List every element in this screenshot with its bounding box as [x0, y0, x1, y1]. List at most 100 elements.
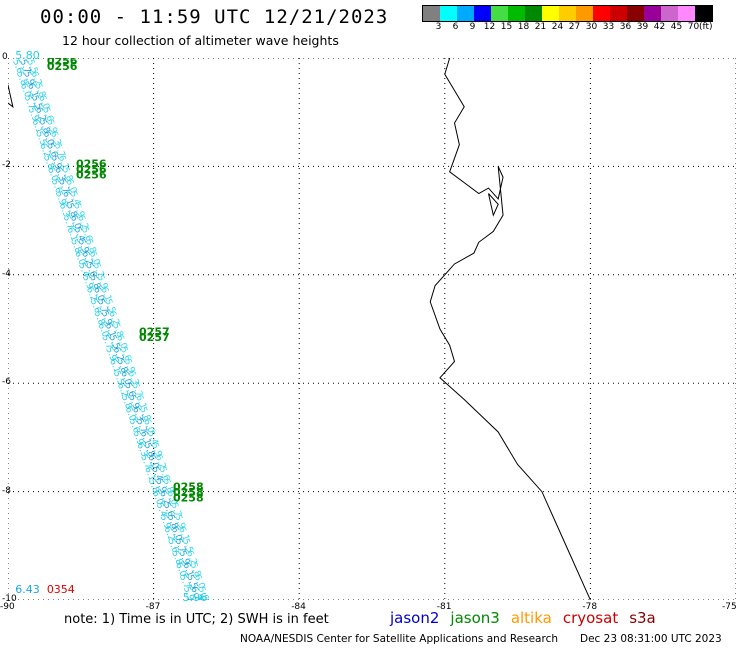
coastline — [429, 58, 591, 600]
color-scale-label: 24 — [551, 22, 564, 32]
color-scale-label: 36 — [619, 22, 632, 32]
time-label: 0258 — [173, 491, 204, 504]
swh-value: 6.1 — [56, 154, 71, 171]
color-swatch — [491, 6, 508, 21]
swh-value: 6.3 — [130, 406, 145, 423]
swh-value: 6.2 — [111, 346, 126, 363]
credit-date: Dec 23 08:31:00 UTC 2023 — [580, 633, 722, 645]
time-label: 0258 — [173, 481, 204, 494]
coastline-island — [487, 193, 499, 217]
legend-item-s3a: s3a — [629, 609, 656, 627]
swh-value: 5.7 — [173, 537, 188, 554]
page-title: 00:00 - 11:59 UTC 12/21/2023 — [40, 6, 389, 28]
swh-value: 5.5 — [180, 537, 195, 554]
color-scale-label: 15 — [500, 22, 513, 32]
swh-value: 6.2 — [37, 142, 52, 159]
color-swatch — [440, 6, 457, 21]
swh-value: 6.3 — [57, 202, 72, 219]
swh-value: 5.7 — [134, 418, 149, 435]
legend-item-cryosat: cryosat — [562, 609, 619, 627]
footer-note: note: 1) Time is in UTC; 2) SWH is in fe… — [64, 612, 329, 627]
color-swatch — [610, 6, 627, 21]
swh-value: 6.3 — [52, 166, 67, 183]
color-scale-label: 45 — [670, 22, 683, 32]
longitude-tick-label: -87 — [145, 602, 161, 612]
color-swatch — [559, 6, 576, 21]
color-swatch — [661, 6, 678, 21]
corner-value-label: 0354 — [46, 582, 75, 596]
time-label: 0256 — [47, 58, 78, 68]
corner-value-label: 6.43 — [15, 582, 40, 596]
swh-value: 6.2 — [84, 286, 99, 303]
swh-value: 5.7 — [52, 142, 67, 159]
swh-value: 5.7 — [138, 454, 153, 471]
swh-value: 6.1 — [133, 394, 148, 411]
color-swatch — [542, 6, 559, 21]
latitude-tick-label: -4 — [2, 268, 11, 279]
color-scale-label: 33 — [602, 22, 615, 32]
legend-item-jason3: jason3 — [450, 609, 500, 627]
color-swatch — [525, 6, 542, 21]
swh-value: 6.1 — [185, 597, 200, 600]
time-label: 0256 — [76, 168, 107, 181]
swh-value: 5.7 — [129, 382, 144, 399]
time-label: 0255 — [47, 58, 78, 62]
color-scale-unit: (ft) — [699, 22, 713, 32]
swh-value: 5.9 — [181, 585, 196, 600]
time-label: 0258 — [173, 486, 204, 499]
swh-value: 6.1 — [64, 226, 79, 243]
color-scale-label: 9 — [469, 22, 476, 32]
color-scale-label: 12 — [483, 22, 496, 32]
color-swatch — [593, 6, 610, 21]
color-scale-bar — [422, 5, 713, 22]
color-scale-label: 6 — [452, 22, 459, 32]
swh-value: 6.2 — [29, 70, 44, 87]
swh-value: 5.7 — [177, 573, 192, 590]
color-scale-label: 30 — [585, 22, 598, 32]
color-swatch — [423, 6, 440, 21]
swh-value: 6.2 — [33, 106, 48, 123]
longitude-tick-label: -81 — [436, 602, 452, 612]
swh-value: 6.2 — [75, 214, 90, 231]
swh-value: 6.3 — [126, 370, 141, 387]
corner-value-label: 5.80 — [15, 49, 40, 62]
color-swatch — [474, 6, 491, 21]
swh-value: 6.2 — [157, 490, 172, 507]
latitude-tick-label: -8 — [2, 485, 11, 496]
swh-value: 5.7 — [56, 178, 71, 195]
swh-value: 5.7 — [22, 94, 37, 111]
swh-value: 5.6 — [195, 585, 210, 600]
credit-text: NOAA/NESDIS Center for Satellite Applica… — [240, 633, 558, 645]
swh-value: 5.5 — [107, 334, 122, 351]
swh-value: 5.5 — [111, 370, 126, 387]
swh-value: 5.7 — [168, 502, 183, 519]
longitude-tick-label: -90 — [0, 602, 15, 612]
swh-value: 6.1 — [60, 190, 75, 207]
swh-value: 6.3 — [48, 130, 63, 147]
corner-value-label: 5.96 — [182, 591, 208, 604]
swh-value: 6.1 — [103, 322, 118, 339]
galapagos-island — [8, 84, 14, 108]
swh-value: 5.7 — [17, 58, 32, 75]
latitude-tick-label: -2 — [2, 160, 11, 171]
swh-value: 5.7 — [91, 262, 106, 279]
color-swatch — [644, 6, 661, 21]
swh-value: 6.1 — [25, 82, 40, 99]
swh-value: 5.8 — [192, 597, 207, 600]
color-scale-label: 27 — [568, 22, 581, 32]
swh-value: 5.5 — [33, 130, 48, 147]
time-label: 0257 — [139, 326, 170, 339]
time-label: 0256 — [47, 60, 78, 73]
satellite-legend: jason2 jason3 altika cryosat s3a — [390, 609, 667, 627]
latitude-tick-label: 0 — [2, 52, 8, 62]
swh-value: 5.5 — [184, 573, 199, 590]
time-label: 0256 — [76, 157, 107, 170]
swh-value: 5.5 — [29, 94, 44, 111]
longitude-tick-label: -78 — [582, 602, 598, 612]
swh-value: 5.9 — [199, 597, 214, 600]
color-swatch — [576, 6, 593, 21]
swh-value: 6.2 — [184, 549, 199, 566]
color-swatch — [678, 6, 695, 21]
color-scale-label: 21 — [534, 22, 547, 32]
wave-height-map[interactable]: 5.65.86.05.75.96.15.56.25.86.05.65.96.35… — [8, 58, 736, 600]
